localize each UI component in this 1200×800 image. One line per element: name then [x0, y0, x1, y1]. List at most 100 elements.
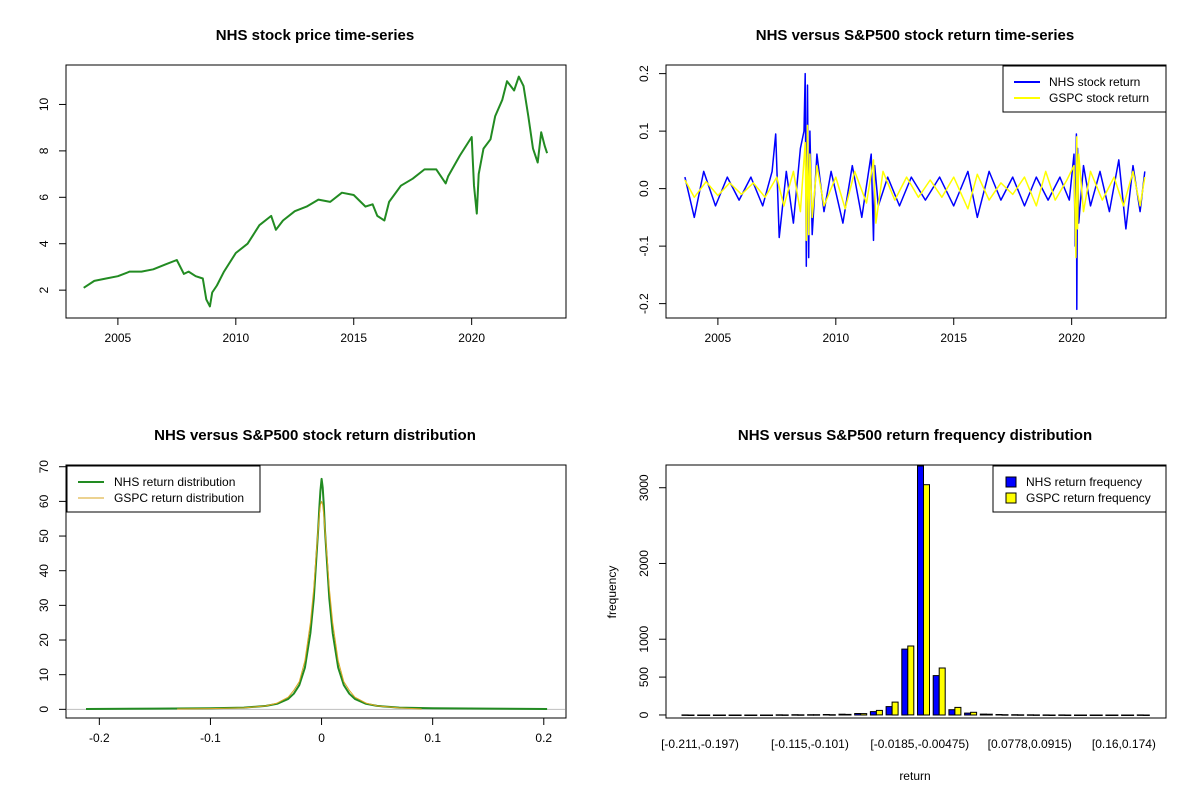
frequency-x-tick-label: [-0.211,-0.197): [661, 737, 739, 751]
frequency-nhs-bar: [948, 709, 956, 716]
frequency-y-tick-label: 2000: [637, 550, 651, 577]
returns-y-tick-label: 0.1: [637, 122, 651, 139]
frequency-nhs-bar: [728, 714, 736, 716]
price-x-tick-label: 2015: [340, 331, 367, 345]
density-nhs-series-line: [85, 477, 548, 710]
density-y-tick-label: 10: [37, 668, 51, 682]
returns-y-tick-label: 0.2: [637, 65, 651, 82]
frequency-gspc-bar: [1080, 714, 1087, 716]
frequency-gspc-bar: [1095, 714, 1103, 716]
frequency-chart-title: NHS versus S&P500 return frequency distr…: [738, 427, 1092, 444]
returns-chart-title: NHS versus S&P500 stock return time-seri…: [756, 27, 1074, 44]
density-legend-gspc-label: GSPC return distribution: [114, 491, 244, 505]
density-x-tick-label: 0: [318, 731, 325, 745]
frequency-gspc-bar: [907, 645, 915, 716]
frequency-legend-gspc-swatch: [1005, 492, 1017, 504]
frequency-panel: NHS versus S&P500 return frequency distr…: [605, 427, 1167, 783]
frequency-nhs-bar: [744, 714, 752, 716]
price-x-tick-label: 2005: [105, 331, 132, 345]
frequency-gspc-bar: [954, 706, 962, 716]
density-axis-ticks: -0.2 -0.1 0 0.1 0.2 0 10 20 30 40 50 60 70: [37, 460, 552, 745]
frequency-nhs-bar: [760, 714, 767, 716]
frequency-axis-ticks: 0 500 1000 2000 3000 [-0.211,-0.197) [-0.115,-…: [637, 474, 1156, 751]
returns-x-tick-label: 2005: [705, 331, 732, 345]
frequency-legend-box: [992, 465, 1167, 513]
frequency-nhs-bar: [979, 713, 987, 716]
frequency-gspc-bar: [1127, 714, 1135, 716]
frequency-nhs-bar: [1058, 714, 1066, 716]
density-x-tick-label: 0.1: [424, 731, 441, 745]
frequency-nhs-bar: [1089, 714, 1097, 716]
frequency-nhs-bar: [838, 713, 846, 716]
returns-legend-nhs-label: NHS stock return: [1049, 75, 1140, 89]
frequency-gspc-bar: [938, 667, 946, 716]
frequency-gspc-bar: [1142, 714, 1150, 716]
frequency-y-tick-label: 0: [637, 711, 651, 718]
price-series-line: [83, 75, 549, 308]
frequency-nhs-bar: [1074, 714, 1081, 716]
density-y-tick-label: 40: [37, 564, 51, 578]
price-y-tick-label: 6: [37, 194, 51, 201]
frequency-gspc-bar: [1001, 714, 1009, 716]
density-legend-box: [66, 465, 261, 513]
frequency-legend-gspc-label: GSPC return frequency: [1026, 491, 1151, 505]
density-chart-title: NHS versus S&P500 stock return distribut…: [154, 427, 476, 444]
frequency-nhs-bar: [697, 714, 705, 716]
frequency-gspc-bar: [860, 713, 868, 716]
price-y-tick-label: 10: [37, 97, 51, 111]
density-x-tick-label: 0.2: [535, 731, 552, 745]
frequency-nhs-bar: [1042, 714, 1050, 716]
frequency-x-tick-label: [-0.0185,-0.00475): [870, 737, 969, 751]
frequency-gspc-bar: [970, 711, 978, 716]
frequency-gspc-bar: [797, 714, 805, 716]
frequency-gspc-bar: [813, 714, 821, 716]
price-axis-ticks: 2005 2010 2015 2020 2 4 6 8 10: [37, 97, 485, 345]
returns-gspc-series-line: [684, 124, 1146, 259]
frequency-nhs-bar: [822, 714, 830, 716]
frequency-gspc-bar: [766, 714, 773, 716]
density-legend: NHS return distribution GSPC return dist…: [66, 465, 261, 513]
frequency-gspc-bar: [923, 484, 930, 716]
frequency-gspc-bar: [734, 714, 742, 716]
returns-y-tick-label: -0.1: [637, 235, 651, 256]
price-panel: NHS stock price time-series 2005 2010 2015…: [37, 27, 567, 345]
density-y-tick-label: 0: [37, 706, 51, 713]
frequency-x-tick-label: [-0.115,-0.101): [771, 737, 849, 751]
frequency-nhs-bar: [932, 675, 940, 716]
frequency-nhs-bar: [854, 713, 862, 716]
frequency-nhs-bar: [885, 706, 893, 716]
frequency-gspc-bar: [1064, 714, 1072, 716]
density-y-tick-label: 70: [37, 460, 51, 474]
frequency-gspc-bar: [1111, 714, 1119, 716]
frequency-gspc-bar: [875, 709, 883, 716]
density-y-tick-label: 30: [37, 598, 51, 612]
frequency-nhs-bar: [1011, 714, 1019, 716]
frequency-nhs-bar: [681, 714, 689, 716]
returns-y-tick-label: 0.0: [637, 180, 651, 197]
returns-axis-ticks: 2005 2010 2015 2020 -0.2 -0.1 0.0 0.1 0.2: [637, 65, 1085, 345]
returns-y-tick-label: -0.2: [637, 293, 651, 314]
frequency-nhs-bar: [964, 712, 972, 716]
frequency-nhs-bar: [995, 714, 1003, 716]
frequency-gspc-bar: [781, 714, 789, 716]
frequency-y-tick-label: 1000: [637, 626, 651, 653]
frequency-nhs-bar: [1121, 714, 1129, 716]
frequency-y-axis-label: frequency: [605, 566, 619, 619]
frequency-gspc-bar: [703, 714, 711, 716]
frequency-gspc-bar: [750, 714, 758, 716]
returns-series-group: [684, 72, 1146, 311]
frequency-gspc-bar: [718, 714, 726, 716]
density-panel: NHS versus S&P500 stock return distribut…: [37, 427, 567, 745]
frequency-nhs-bar: [1105, 714, 1113, 716]
frequency-nhs-bar: [869, 711, 877, 716]
returns-x-tick-label: 2015: [940, 331, 967, 345]
price-series-group: [83, 75, 549, 308]
returns-x-tick-label: 2020: [1058, 331, 1085, 345]
frequency-gspc-bar: [891, 701, 899, 716]
returns-x-tick-label: 2010: [822, 331, 849, 345]
density-y-tick-label: 60: [37, 494, 51, 508]
density-y-tick-label: 50: [37, 529, 51, 543]
frequency-gspc-bar: [687, 714, 695, 716]
price-chart-title: NHS stock price time-series: [216, 27, 414, 44]
